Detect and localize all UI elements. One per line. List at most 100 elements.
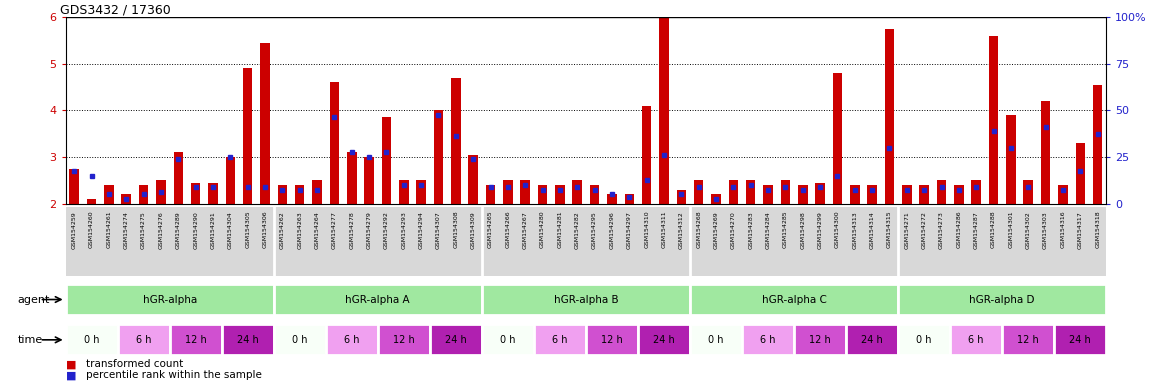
Bar [676, 190, 687, 204]
Bar [482, 324, 534, 356]
Text: GSM154290: GSM154290 [193, 211, 198, 248]
Text: GSM154265: GSM154265 [488, 211, 493, 248]
Text: GSM154297: GSM154297 [627, 211, 631, 249]
Bar [274, 284, 482, 315]
Text: hGR-alpha D: hGR-alpha D [969, 295, 1035, 305]
Text: GSM154260: GSM154260 [89, 211, 94, 248]
Bar [482, 284, 690, 315]
Bar [590, 185, 599, 204]
Text: 24 h: 24 h [653, 335, 675, 345]
Bar [1006, 115, 1015, 204]
Bar [898, 324, 950, 356]
Text: 24 h: 24 h [237, 335, 259, 345]
Bar [585, 324, 638, 356]
Text: 0 h: 0 h [500, 335, 515, 345]
Text: 24 h: 24 h [1070, 335, 1091, 345]
Text: GSM154277: GSM154277 [332, 211, 337, 249]
Bar [69, 169, 79, 204]
Text: 24 h: 24 h [861, 335, 883, 345]
Bar [815, 182, 825, 204]
Bar [66, 284, 274, 315]
Text: GSM154280: GSM154280 [540, 211, 545, 248]
Text: GSM154287: GSM154287 [974, 211, 979, 248]
Text: GSM154283: GSM154283 [749, 211, 753, 248]
Text: GSM154289: GSM154289 [176, 211, 181, 248]
Text: GSM154293: GSM154293 [401, 211, 406, 249]
Text: GSM154259: GSM154259 [71, 211, 77, 248]
Text: GSM154311: GSM154311 [661, 211, 667, 248]
Text: GSM154291: GSM154291 [210, 211, 215, 248]
Text: GDS3432 / 17360: GDS3432 / 17360 [60, 3, 171, 16]
Bar [989, 36, 998, 204]
Bar [793, 324, 846, 356]
Text: GSM154286: GSM154286 [957, 211, 961, 248]
Bar [690, 284, 898, 315]
Text: ■: ■ [66, 370, 76, 380]
Text: GSM154281: GSM154281 [558, 211, 562, 248]
Text: GSM154275: GSM154275 [141, 211, 146, 248]
Bar [972, 180, 981, 204]
Text: hGR-alpha A: hGR-alpha A [345, 295, 411, 305]
Text: GSM154270: GSM154270 [731, 211, 736, 248]
Text: GSM154268: GSM154268 [696, 211, 702, 248]
Text: GSM154305: GSM154305 [245, 211, 251, 248]
Text: hGR-alpha C: hGR-alpha C [761, 295, 827, 305]
Text: GSM154262: GSM154262 [279, 211, 285, 248]
Bar [260, 43, 270, 204]
Text: 0 h: 0 h [84, 335, 99, 345]
Text: GSM154304: GSM154304 [228, 211, 232, 248]
Text: GSM154261: GSM154261 [107, 211, 112, 248]
Text: GSM154263: GSM154263 [297, 211, 302, 248]
Bar [1092, 85, 1103, 204]
Text: 6 h: 6 h [136, 335, 152, 345]
Bar [208, 182, 217, 204]
Bar [399, 180, 408, 204]
Bar [468, 155, 478, 204]
Bar [846, 324, 898, 356]
Bar [638, 324, 690, 356]
Text: GSM154316: GSM154316 [1060, 211, 1065, 248]
Text: percentile rank within the sample: percentile rank within the sample [86, 370, 262, 380]
Bar [624, 194, 634, 204]
Bar [347, 152, 356, 204]
Text: GSM154279: GSM154279 [367, 211, 371, 249]
Bar [416, 180, 426, 204]
Bar [573, 180, 582, 204]
Text: 0 h: 0 h [917, 335, 932, 345]
Text: GSM154264: GSM154264 [315, 211, 320, 248]
Bar [382, 118, 391, 204]
Bar [222, 324, 274, 356]
Text: GSM154295: GSM154295 [592, 211, 597, 248]
Text: GSM154299: GSM154299 [818, 211, 822, 249]
Text: time: time [17, 335, 43, 345]
Text: GSM154269: GSM154269 [713, 211, 719, 248]
Bar [277, 185, 288, 204]
Bar [451, 78, 461, 204]
Text: GSM154272: GSM154272 [921, 211, 927, 249]
Text: GSM154310: GSM154310 [644, 211, 649, 248]
Bar [170, 324, 222, 356]
Bar [1058, 185, 1067, 204]
Bar [742, 324, 793, 356]
Text: GSM154271: GSM154271 [904, 211, 910, 248]
Text: 12 h: 12 h [185, 335, 207, 345]
Text: hGR-alpha B: hGR-alpha B [553, 295, 619, 305]
Text: GSM154282: GSM154282 [575, 211, 580, 248]
Bar [156, 180, 166, 204]
Bar [191, 182, 200, 204]
Bar [850, 185, 859, 204]
Text: agent: agent [17, 295, 49, 305]
Text: GSM154303: GSM154303 [1043, 211, 1048, 248]
Text: GSM154314: GSM154314 [869, 211, 875, 248]
Text: ■: ■ [66, 359, 76, 369]
Text: 6 h: 6 h [760, 335, 776, 345]
Text: GSM154276: GSM154276 [159, 211, 163, 248]
Bar [117, 324, 170, 356]
Text: 12 h: 12 h [393, 335, 415, 345]
Bar [867, 185, 877, 204]
Bar [659, 17, 669, 204]
Bar [66, 324, 117, 356]
Bar [225, 157, 235, 204]
Bar [902, 185, 912, 204]
Text: GSM154273: GSM154273 [940, 211, 944, 249]
